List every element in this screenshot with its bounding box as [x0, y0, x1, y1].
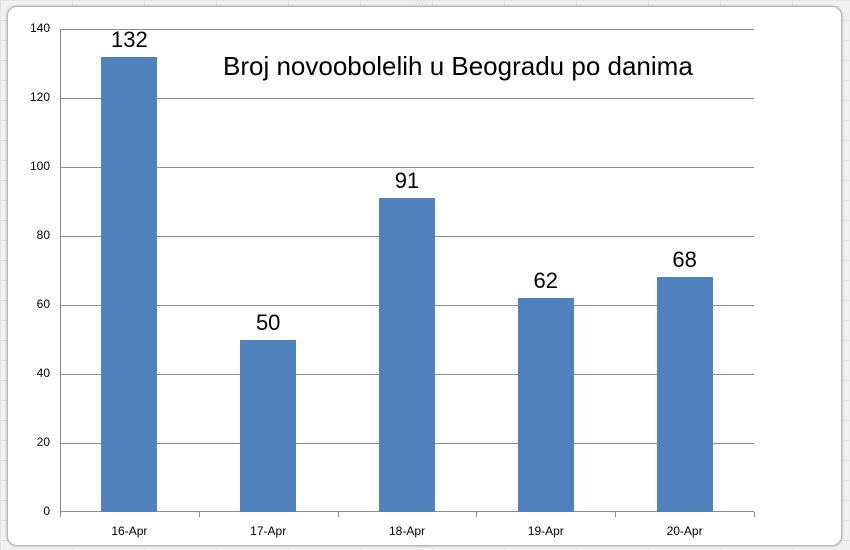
bar-17-Apr[interactable] — [240, 339, 297, 512]
data-label[interactable]: 68 — [672, 247, 697, 273]
x-tick-label: 18-Apr — [388, 524, 426, 538]
resize-handle-top[interactable]: ···· — [415, 0, 429, 7]
gridline — [60, 98, 754, 99]
y-tick-label: 60 — [36, 297, 50, 311]
x-tick-label: 19-Apr — [527, 524, 564, 538]
x-tick-label: 16-Apr — [111, 524, 148, 538]
y-tick-label: 120 — [29, 90, 50, 104]
x-tick — [476, 512, 478, 517]
x-tick — [60, 512, 61, 517]
y-tick-label: 140 — [29, 21, 50, 35]
y-tick-label: 20 — [36, 435, 50, 449]
y-tick-label: 100 — [29, 159, 50, 173]
x-tick-label: 17-Apr — [250, 524, 287, 538]
resize-handle-bottom[interactable]: ···· — [415, 543, 429, 550]
bar-19-Apr[interactable] — [517, 298, 574, 512]
y-tick-label: 80 — [36, 228, 50, 242]
y-tick-label: 40 — [36, 366, 50, 380]
data-label[interactable]: 132 — [111, 26, 148, 52]
data-label[interactable]: 91 — [394, 168, 420, 194]
bar-16-Apr[interactable] — [101, 56, 158, 512]
x-tick — [198, 512, 200, 517]
bar-20-Apr[interactable] — [656, 277, 713, 512]
data-label[interactable]: 62 — [533, 268, 559, 294]
data-label[interactable]: 50 — [255, 309, 281, 335]
x-tick-label: 20-Apr — [666, 524, 703, 538]
plot-area[interactable]: 0 20 40 60 80 100 120 140 132 16-Apr 50 17-Apr 91 18-… — [30, 21, 755, 538]
x-tick — [337, 512, 339, 517]
bar-18-Apr[interactable] — [379, 198, 435, 512]
gridline — [60, 29, 754, 30]
y-tick-label: 0 — [43, 504, 50, 518]
x-tick — [615, 512, 617, 517]
x-tick — [754, 512, 755, 517]
chart-title[interactable]: Broj novoobolelih u Beogradu po danima — [223, 51, 693, 81]
y-axis — [60, 29, 61, 512]
chart-area[interactable]: Broj novoobolelih u Beogradu po danima 0… — [7, 6, 842, 546]
gridline — [60, 167, 754, 168]
